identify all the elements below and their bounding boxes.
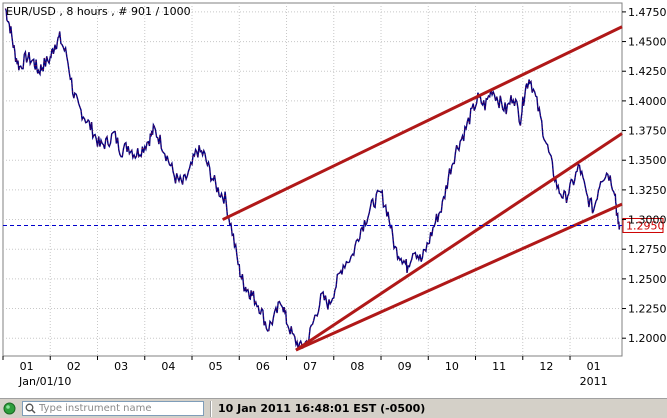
y-tick-label: 1.3500 (628, 154, 667, 167)
trendline (295, 132, 623, 352)
trendlines (222, 25, 623, 352)
y-tick-label: 1.4000 (628, 95, 667, 108)
y-tick-label: 1.4500 (628, 36, 667, 49)
x-tick-label: 12 (539, 360, 553, 373)
x-tick-label: 02 (67, 360, 81, 373)
price-line-down-bars (5, 8, 620, 350)
x-sublabel-start: Jan/01/10 (18, 375, 71, 388)
chart-area[interactable]: 1.2950 1.4750 1.4500 1.4250 1.4000 1.3750 1.3… (0, 0, 667, 398)
x-tick-label: 03 (114, 360, 128, 373)
y-axis: 1.4750 1.4500 1.4250 1.4000 1.3750 1.3500 1.32… (622, 6, 667, 345)
chart-title: EUR/USD , 8 hours , # 901 / 1000 (6, 5, 191, 18)
current-price-label: 1.2950 (626, 219, 665, 232)
search-input[interactable] (39, 402, 199, 415)
x-tick-label: 06 (256, 360, 270, 373)
y-tick-label: 1.2750 (628, 243, 667, 256)
x-tick-label: 08 (350, 360, 364, 373)
x-tick-label: 01 (20, 360, 34, 373)
y-tick-label: 1.3250 (628, 184, 667, 197)
x-tick-label: 09 (398, 360, 412, 373)
trendline (222, 25, 623, 221)
x-axis: 01 02 03 04 05 06 07 08 09 10 11 12 01 Jan/01/10 2011 (2, 356, 608, 388)
status-separator (210, 401, 212, 417)
x-tick-label: 07 (303, 360, 317, 373)
status-time: 10 Jan 2011 16:48:01 EST (-0500) (218, 402, 426, 415)
x-tick-label: 01 (587, 360, 601, 373)
current-price-box (622, 217, 664, 233)
connection-status-icon (3, 402, 16, 415)
y-tick-label: 1.2000 (628, 332, 667, 345)
y-tick-label: 1.3750 (628, 125, 667, 138)
y-tick-label: 1.4250 (628, 65, 667, 78)
y-tick-label: 1.4750 (628, 6, 667, 19)
y-tick-label: 1.2250 (628, 303, 667, 316)
x-sublabel-end: 2011 (580, 375, 608, 388)
instrument-search[interactable] (22, 401, 204, 416)
x-tick-label: 11 (492, 360, 506, 373)
y-tick-label: 1.3000 (628, 214, 667, 227)
price-chart[interactable]: 1.2950 1.4750 1.4500 1.4250 1.4000 1.3750 1.3… (0, 0, 667, 398)
current-price-marker: 1.2950 (3, 217, 665, 233)
trendline (295, 202, 623, 352)
plot-background (2, 2, 623, 357)
y-tick-label: 1.2500 (628, 273, 667, 286)
x-tick-label: 05 (209, 360, 223, 373)
x-tick-label: 10 (445, 360, 459, 373)
status-bar: 10 Jan 2011 16:48:01 EST (-0500) (0, 398, 667, 418)
search-icon[interactable] (25, 403, 36, 414)
x-tick-label: 04 (161, 360, 175, 373)
